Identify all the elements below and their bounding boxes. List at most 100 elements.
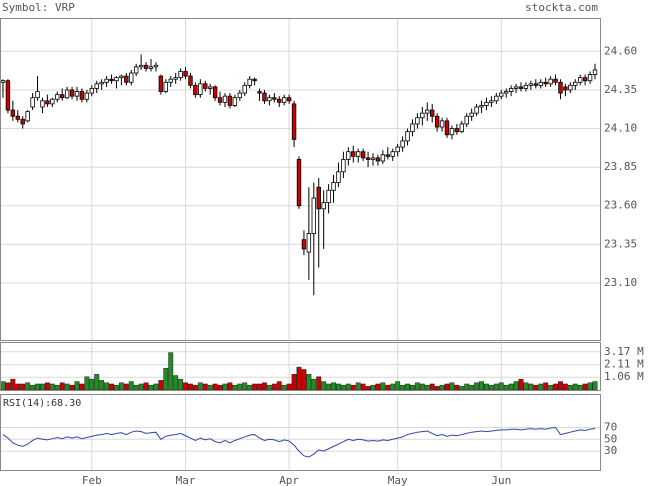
volume-bar xyxy=(49,383,55,391)
volume-bar xyxy=(577,384,583,391)
candle-body xyxy=(242,84,247,94)
volume-bar xyxy=(360,383,366,391)
volume-bar xyxy=(257,383,262,391)
volume-bar xyxy=(311,378,317,391)
volume-bar xyxy=(281,384,287,391)
y-tick-label: 24.35 xyxy=(604,83,637,96)
volume-bar xyxy=(326,383,332,391)
candle-body xyxy=(15,115,20,120)
candle-body xyxy=(35,91,40,99)
candle-body xyxy=(360,151,366,159)
y-tick-label: 24.10 xyxy=(604,122,637,135)
candle-body xyxy=(425,109,430,114)
volume-bar xyxy=(414,382,420,391)
candle-body xyxy=(217,97,223,103)
candle-body xyxy=(286,97,292,102)
candle-body xyxy=(84,92,90,100)
volume-bar xyxy=(197,382,203,391)
volume-bar xyxy=(385,384,391,391)
candle-body xyxy=(469,112,474,117)
volume-bar xyxy=(217,384,223,391)
volume-bar xyxy=(316,376,322,391)
candle-body xyxy=(474,106,479,114)
candle-body xyxy=(133,66,139,74)
volume-bar xyxy=(25,382,31,391)
volume-bar xyxy=(252,383,258,391)
candle-body xyxy=(99,81,104,85)
candle-body xyxy=(503,91,509,94)
volume-bar xyxy=(266,384,272,391)
candle-body xyxy=(237,92,242,99)
candle-body xyxy=(439,120,445,128)
volume-bar xyxy=(340,384,346,391)
candle-body xyxy=(311,197,316,234)
candle-body xyxy=(168,78,173,83)
volume-bar xyxy=(498,382,504,391)
volume-bar xyxy=(35,383,40,391)
candle-body xyxy=(212,86,218,99)
volume-bar xyxy=(10,378,16,391)
volume-bar xyxy=(336,383,341,391)
candle-body xyxy=(375,157,381,162)
volume-bar xyxy=(118,382,124,391)
y-tick-label: 24.60 xyxy=(604,44,637,57)
candle-body xyxy=(306,233,312,253)
candle-body xyxy=(79,91,85,100)
volume-bar xyxy=(188,383,193,391)
volume-bar xyxy=(286,383,292,391)
volume-bar xyxy=(350,384,356,391)
volume-bar xyxy=(484,383,489,391)
volume-bar xyxy=(592,381,598,391)
candle-body xyxy=(538,81,543,86)
candle-body xyxy=(222,95,228,103)
candle-body xyxy=(513,86,519,89)
candle-body xyxy=(60,94,65,99)
candle-body xyxy=(20,118,25,125)
volume-bar xyxy=(192,384,198,391)
volume-bar xyxy=(306,374,312,391)
volume-bar xyxy=(449,382,455,391)
candle-body xyxy=(25,111,30,122)
candle-body xyxy=(119,75,124,79)
volume-bar xyxy=(79,383,85,391)
candle-body xyxy=(158,75,164,92)
volume-bar xyxy=(405,383,410,391)
candle-body xyxy=(380,154,386,162)
volume-bar xyxy=(74,381,80,391)
y-tick-label: 23.85 xyxy=(604,160,637,173)
candle-body xyxy=(277,98,282,103)
candle-body xyxy=(232,97,238,106)
grid xyxy=(1,19,600,470)
volume-panel xyxy=(0,342,601,391)
candle-body xyxy=(454,128,460,133)
volume-bar xyxy=(464,383,470,391)
volume-bar xyxy=(59,382,65,391)
volume-bar xyxy=(429,383,435,391)
candle-body xyxy=(553,78,558,83)
candle-body xyxy=(74,91,80,97)
candle-body xyxy=(420,112,425,119)
volume-bar xyxy=(582,383,588,391)
candle-body xyxy=(449,128,455,136)
candle-body xyxy=(321,202,326,210)
volume-bar xyxy=(567,384,573,391)
candle-body xyxy=(518,86,524,89)
volume-bar xyxy=(321,381,327,391)
candle-body xyxy=(568,84,573,91)
volume-bar xyxy=(84,376,90,391)
candle-body xyxy=(558,81,563,94)
candle-body xyxy=(10,109,16,117)
volume-bar xyxy=(40,383,45,391)
rsi-label: RSI(14):68.30 xyxy=(3,398,81,409)
volume-bar xyxy=(370,384,376,391)
candle-body xyxy=(40,100,45,108)
volume-bar xyxy=(247,384,253,391)
candle-body xyxy=(336,171,341,183)
price-panel xyxy=(0,18,601,341)
volume-bar xyxy=(15,383,21,391)
source: stockta.com xyxy=(525,1,598,14)
candle-body xyxy=(138,64,144,68)
volume-bar xyxy=(553,383,558,391)
volume-bar xyxy=(419,383,425,391)
candle-body xyxy=(395,146,400,153)
